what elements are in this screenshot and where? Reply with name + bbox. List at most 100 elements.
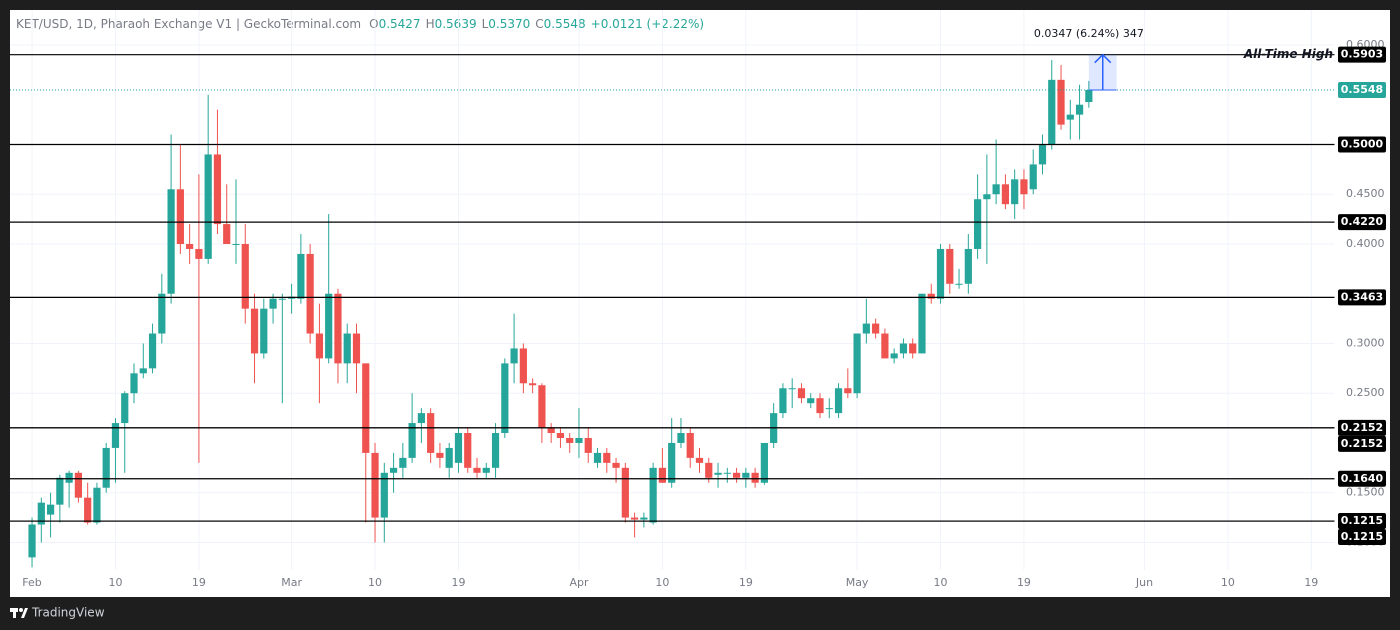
candle-body xyxy=(649,467,657,523)
y-tick-label: 0.1500 xyxy=(1346,486,1385,499)
x-tick-label: 19 xyxy=(739,576,753,589)
x-tick-label: 10 xyxy=(108,576,122,589)
level-label: 0.1215 xyxy=(1341,514,1383,527)
candle-body xyxy=(371,452,379,518)
x-tick-label: 19 xyxy=(1017,576,1031,589)
candle-body xyxy=(695,457,704,463)
candle-body xyxy=(1011,179,1019,205)
candle-body xyxy=(362,363,370,453)
x-tick-label: 19 xyxy=(1304,576,1318,589)
candle-body xyxy=(946,248,954,284)
footer-brand: TradingView xyxy=(31,606,105,620)
ohlc-value: 0.5548 xyxy=(544,17,586,31)
candle-body xyxy=(464,433,472,468)
candle-body xyxy=(918,293,926,354)
candle-body xyxy=(102,447,110,488)
candle-body xyxy=(1085,89,1093,103)
level-label-box xyxy=(1338,529,1386,546)
candle-body xyxy=(705,462,713,478)
candle-body xyxy=(352,333,361,364)
candle-body xyxy=(167,189,175,294)
candle-body xyxy=(658,467,667,483)
x-tick-label: 10 xyxy=(1221,576,1235,589)
measure-arrowhead xyxy=(1094,53,1112,64)
candle-body xyxy=(556,433,565,438)
candle-body xyxy=(473,467,481,473)
level-label-box xyxy=(1338,513,1386,530)
candle-body xyxy=(529,383,537,386)
candle-body xyxy=(482,467,490,473)
level-label: 0.2152 xyxy=(1341,421,1383,434)
level-label-box xyxy=(1338,136,1386,153)
chart-header: KET/USD, 1D, Pharaoh Exchange V1 | Gecko… xyxy=(16,17,704,31)
candle-body xyxy=(723,472,731,474)
candle-body xyxy=(816,398,824,414)
candle-body xyxy=(584,437,592,453)
candle-body xyxy=(742,472,750,478)
candle-body xyxy=(519,348,527,384)
candle-body xyxy=(853,333,861,394)
candle-body xyxy=(445,447,453,468)
level-label: 0.1640 xyxy=(1341,472,1384,485)
candle-body xyxy=(84,497,92,523)
candle-body xyxy=(825,408,833,410)
candle-body xyxy=(575,437,583,443)
last-price-label: 0.5548 xyxy=(1341,83,1383,96)
candle-body xyxy=(686,433,694,458)
candle-body xyxy=(677,433,685,443)
candle-body xyxy=(250,308,259,354)
candle-body xyxy=(195,248,203,259)
level-label: 0.1215 xyxy=(1341,530,1383,543)
candle-body xyxy=(232,243,240,245)
candle-body xyxy=(408,423,416,458)
level-label-box xyxy=(1338,435,1386,452)
candle-body xyxy=(612,462,620,468)
candle-body xyxy=(454,433,463,463)
candle-body xyxy=(148,333,157,369)
candle-body xyxy=(797,388,806,399)
candle-body xyxy=(909,343,917,354)
candle-body xyxy=(788,388,796,390)
chart-background xyxy=(10,10,1390,597)
candle-body xyxy=(973,199,982,249)
level-label-box xyxy=(1338,470,1386,487)
candle-body xyxy=(862,323,870,334)
candle-body xyxy=(269,298,277,309)
measure-label: 0.0347 (6.24%) 347 xyxy=(1034,27,1144,40)
candle-body xyxy=(241,243,249,309)
candle-body xyxy=(510,348,518,364)
candle-body xyxy=(491,433,500,468)
x-tick-label: 19 xyxy=(451,576,465,589)
candle-body xyxy=(204,154,212,259)
candle-body xyxy=(436,452,444,458)
candle-body xyxy=(621,467,629,518)
candle-body xyxy=(260,308,268,354)
x-tick-label: Apr xyxy=(569,576,589,589)
y-tick-label: 0.4500 xyxy=(1346,187,1385,200)
candle-body xyxy=(631,517,639,520)
candle-body xyxy=(325,293,333,359)
candle-body xyxy=(779,388,787,414)
candle-body xyxy=(964,248,972,284)
candle-body xyxy=(186,243,194,249)
candle-body xyxy=(1048,79,1056,145)
candle-body xyxy=(881,333,889,359)
candle-body xyxy=(566,437,574,443)
candle-body xyxy=(176,189,184,244)
candle-body xyxy=(417,413,425,424)
candle-body xyxy=(834,388,843,414)
candle-body xyxy=(538,385,546,429)
ohlc-value: 0.5370 xyxy=(488,17,530,31)
candle-body xyxy=(139,368,147,374)
candle-body xyxy=(93,487,101,523)
candle-body xyxy=(640,517,648,520)
level-label: 0.2152 xyxy=(1341,437,1383,450)
candle-body xyxy=(890,353,898,359)
ohlc-value: 0.5639 xyxy=(435,17,477,31)
candle-body xyxy=(983,194,991,200)
candle-body xyxy=(936,248,945,299)
y-tick-label: 0.2500 xyxy=(1346,386,1385,399)
candle-body xyxy=(121,393,129,424)
level-label: 0.5000 xyxy=(1341,138,1384,151)
